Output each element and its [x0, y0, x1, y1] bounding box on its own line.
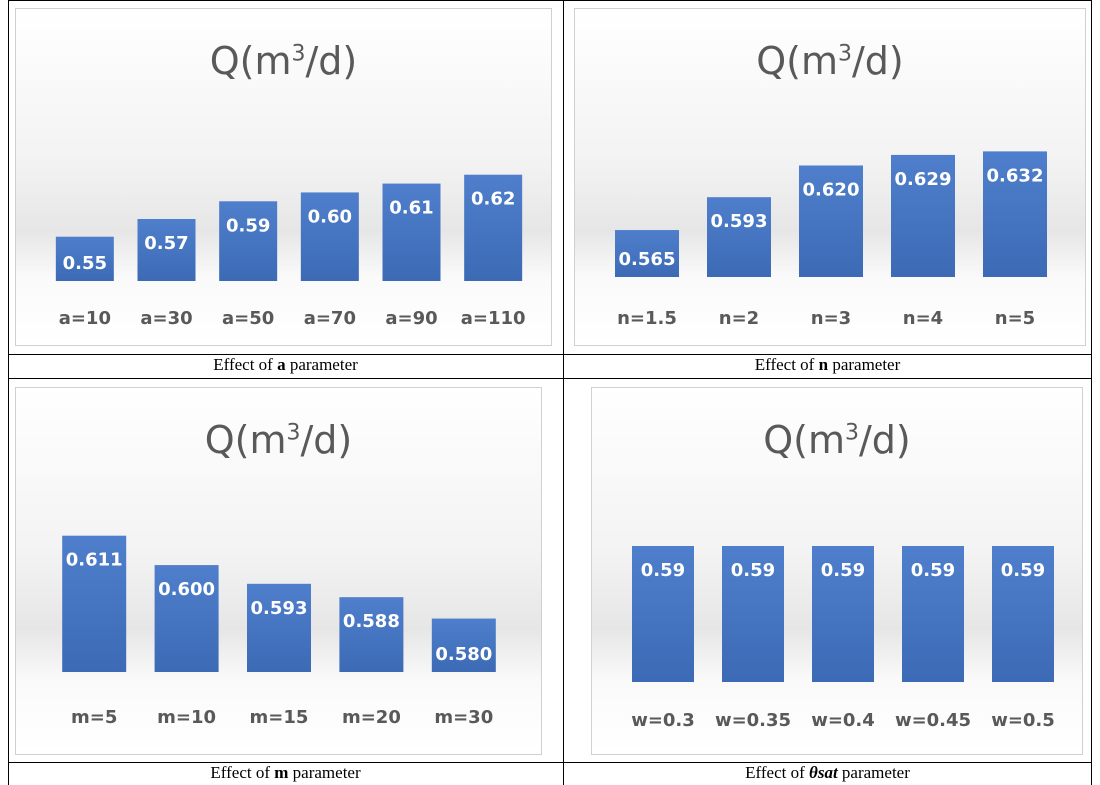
- category-label: m=20: [342, 707, 401, 728]
- data-label: 0.61: [389, 198, 433, 219]
- data-label: 0.57: [144, 233, 188, 254]
- bar-a=10: [55, 236, 114, 281]
- caption-m: Effect of m parameter: [210, 763, 361, 782]
- bar-a=70: [300, 192, 359, 281]
- table-border-row2: [8, 378, 1092, 379]
- table-border-right: [1091, 0, 1092, 785]
- chart-panel-n: Q(m3/d) 0.565 n=1.5 0.593 n=2 0.620 n=3 0.629 n…: [574, 8, 1086, 346]
- bar-w=0.45: [902, 546, 964, 682]
- bar-m=30: [431, 618, 496, 672]
- table-border-left: [8, 0, 9, 785]
- data-label: 0.59: [641, 560, 685, 581]
- data-label: 0.62: [471, 189, 515, 210]
- data-label: 0.593: [251, 598, 308, 619]
- category-label: n=4: [903, 308, 943, 329]
- table-border-row1: [8, 354, 1092, 355]
- data-label: 0.59: [911, 560, 955, 581]
- bar-n=2: [707, 197, 771, 277]
- category-label: m=5: [71, 707, 117, 728]
- table-border-row3: [8, 762, 1092, 763]
- bar-w=0.4: [812, 546, 874, 682]
- data-label: 0.59: [731, 560, 775, 581]
- bar-a=30: [137, 219, 196, 281]
- bar-w=0.3: [632, 546, 694, 682]
- table-border-center: [563, 0, 564, 785]
- category-label: n=1.5: [617, 308, 677, 329]
- table-border-top: [8, 0, 1092, 1]
- bar-n=4: [891, 154, 955, 277]
- data-label: 0.588: [343, 611, 400, 632]
- category-label: m=30: [434, 707, 493, 728]
- data-label: 0.60: [308, 206, 352, 227]
- bar-m=15: [247, 583, 311, 672]
- chart-title: Q(m3/d): [763, 418, 911, 462]
- chart-panel-theta: Q(m3/d) 0.59 w=0.3 0.59 w=0.35 0.59 w=0.4 0.59…: [591, 387, 1083, 755]
- data-label: 0.620: [803, 179, 860, 200]
- chart-plot-a: 0.55 a=10 0.57 a=30 0.59 a=50 0.60 a=70 0.61 a=90…: [55, 174, 526, 329]
- category-label: a=70: [304, 308, 356, 329]
- bar-n=3: [799, 165, 863, 277]
- chart-plot-theta: 0.59 w=0.3 0.59 w=0.35 0.59 w=0.4 0.59 w=0.45 0.…: [631, 546, 1055, 731]
- category-label: m=10: [157, 707, 216, 728]
- bar-n=5: [983, 151, 1047, 277]
- bar-m=5: [62, 535, 127, 672]
- chart-panel-m: Q(m3/d) 0.611 m=5 0.600 m=10 0.593 m=15 0.588 m…: [15, 387, 542, 755]
- category-label: a=50: [222, 308, 274, 329]
- bar-w=0.5: [992, 546, 1054, 682]
- data-label: 0.632: [987, 165, 1044, 186]
- category-label: w=0.4: [811, 710, 875, 731]
- bar-m=10: [154, 565, 219, 672]
- chart-plot-n: 0.565 n=1.5 0.593 n=2 0.620 n=3 0.629 n=4 0.632 n…: [615, 151, 1047, 329]
- category-label: a=10: [59, 308, 111, 329]
- data-label: 0.580: [435, 644, 492, 665]
- category-label: a=30: [140, 308, 192, 329]
- data-label: 0.565: [619, 249, 676, 270]
- chart-title: Q(m3/d): [204, 418, 353, 462]
- chart-plot-m: 0.611 m=5 0.600 m=10 0.593 m=15 0.588 m=20 0.580…: [62, 535, 496, 728]
- category-label: w=0.3: [631, 710, 695, 731]
- bar-w=0.35: [722, 546, 784, 682]
- chart-title: Q(m3/d): [209, 39, 358, 83]
- category-label: w=0.5: [991, 710, 1055, 731]
- bar-a=110: [464, 174, 523, 281]
- caption-n: Effect of n parameter: [754, 355, 901, 374]
- data-label: 0.629: [895, 169, 952, 190]
- bar-n=1.5: [615, 230, 679, 277]
- bar-m=20: [339, 597, 404, 672]
- category-label: a=110: [461, 308, 526, 329]
- data-label: 0.611: [66, 550, 123, 571]
- caption-a: Effect of a parameter: [213, 355, 358, 374]
- category-label: w=0.35: [715, 710, 791, 731]
- category-label: w=0.45: [895, 710, 971, 731]
- data-label: 0.59: [1001, 560, 1045, 581]
- bar-a=90: [382, 183, 441, 281]
- data-label: 0.59: [226, 215, 270, 236]
- category-label: n=2: [719, 308, 759, 329]
- chart-panel-a: Q(m3/d) 0.55 a=10 0.57 a=30 0.59 a=50 0.60 a=70…: [15, 8, 552, 346]
- data-label: 0.593: [711, 211, 768, 232]
- data-label: 0.600: [158, 579, 215, 600]
- category-label: n=3: [811, 308, 851, 329]
- category-label: a=90: [385, 308, 437, 329]
- data-label: 0.59: [821, 560, 865, 581]
- data-label: 0.55: [63, 253, 107, 274]
- caption-theta: Effect of θsat parameter: [745, 763, 910, 782]
- bar-a=50: [219, 201, 278, 281]
- chart-title: Q(m3/d): [756, 39, 904, 83]
- category-label: n=5: [995, 308, 1035, 329]
- category-label: m=15: [250, 707, 309, 728]
